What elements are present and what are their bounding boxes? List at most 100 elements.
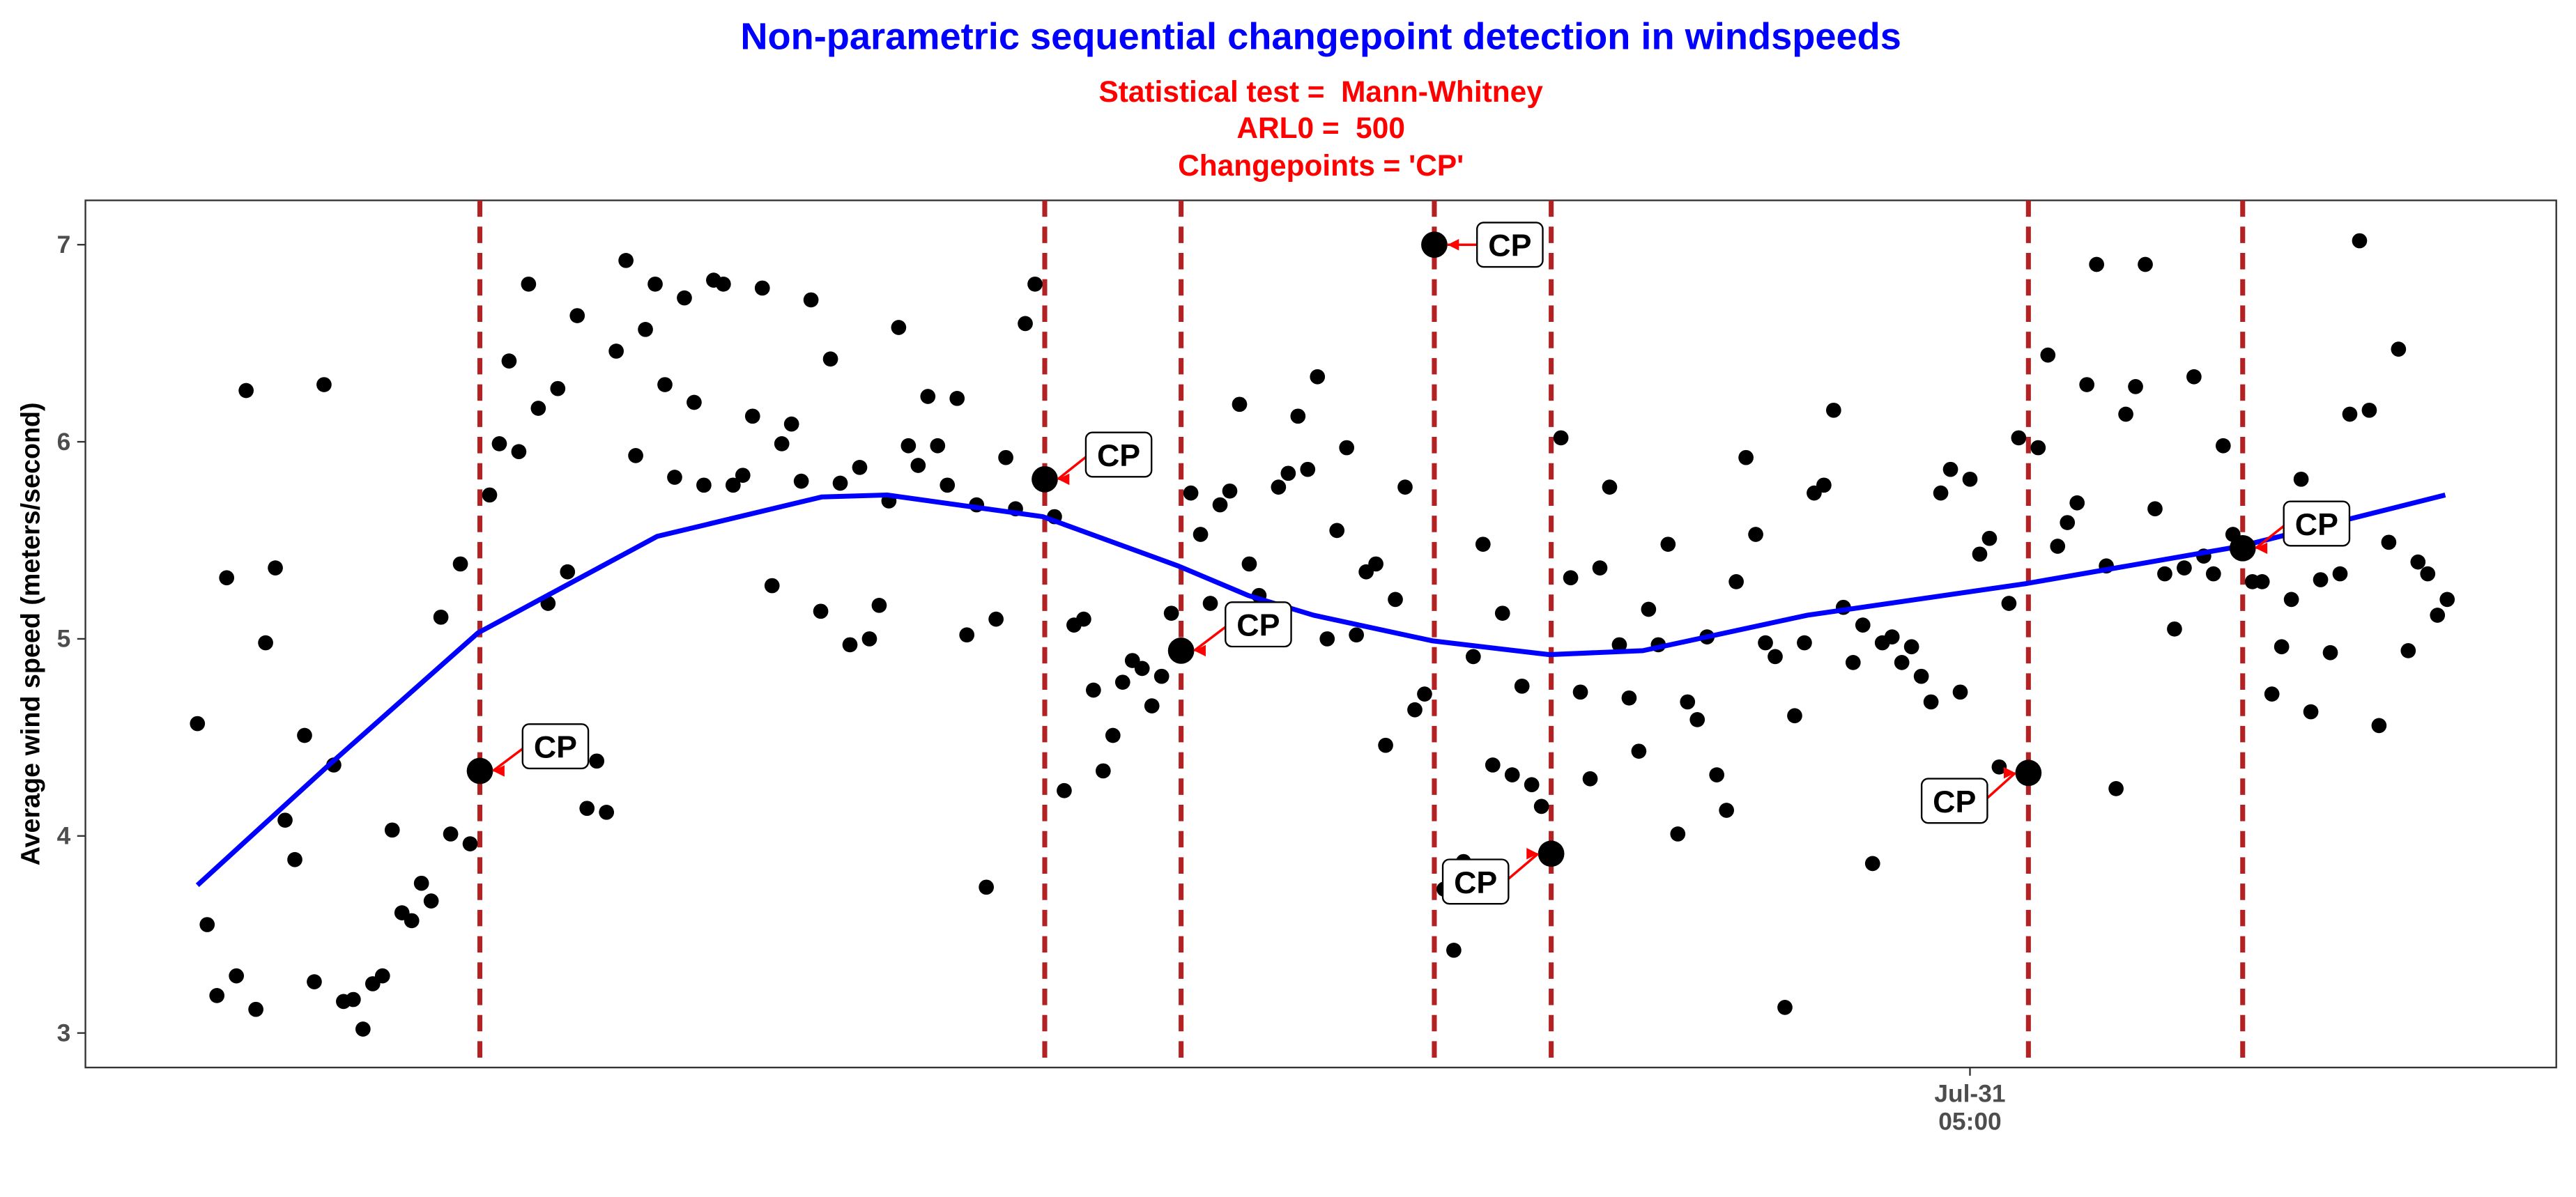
annotation-arrowhead [1057,473,1070,486]
data-point [2293,471,2309,487]
data-point [2060,515,2076,530]
data-point [1018,316,1033,332]
data-point [1738,449,1754,465]
annotation-label: CP [1236,608,1280,643]
data-point [307,974,322,989]
changepoint-point [466,757,493,785]
annotation-box [521,723,590,770]
data-point [316,377,332,392]
data-point [2283,592,2299,608]
data-point [1388,592,1403,608]
data-point [774,436,790,451]
data-point [910,458,926,473]
data-point [1446,943,1462,958]
data-point [1504,767,1520,782]
y-tick-label: 5 [57,626,71,653]
changepoint-point [1032,465,1058,493]
data-point [940,477,956,493]
data-point [1280,465,1296,481]
changepoint-point [2229,534,2256,562]
data-point [1962,471,1978,487]
data-point [1903,639,1919,655]
data-point [793,473,809,489]
data-point [1378,737,1393,753]
data-point [1670,826,1686,842]
annotation-arrow [1193,626,1227,652]
data-point [1095,763,1111,779]
data-point [764,578,780,594]
data-point [1212,497,1228,513]
data-point [813,603,829,619]
data-point [491,436,507,451]
data-point [2410,554,2426,570]
chart-title: Non-parametric sequential changepoint de… [740,16,1901,58]
data-point [1241,556,1257,572]
data-point [190,716,206,732]
data-point [1933,485,1949,501]
data-point [861,631,877,647]
data-point [1407,702,1423,718]
data-point [2108,781,2124,796]
data-point [803,292,819,308]
data-point [1134,661,1150,677]
data-point [1709,767,1725,782]
data-point [2186,369,2202,385]
data-point [1972,546,1988,562]
data-point [1981,530,1998,546]
data-point [2215,438,2231,454]
data-point [1689,712,1705,727]
data-point [413,875,429,891]
data-point [979,879,994,895]
data-point [2342,406,2358,422]
data-point [1816,477,1832,493]
data-point [1991,759,2007,775]
annotation-box [1225,601,1292,648]
data-point [1144,698,1160,713]
annotation-box [2283,500,2351,547]
annotation-box [1441,858,1510,905]
annotation-arrowhead [1526,847,1538,860]
data-point [2352,233,2368,249]
data-point [1271,479,1287,495]
data-point [1105,727,1121,743]
data-point [1621,690,1637,706]
data-point [667,470,682,485]
annotation-label: CP [1488,229,1531,263]
data-point [618,253,634,268]
data-point [560,564,576,580]
data-point [783,416,799,432]
data-point [1514,678,1530,694]
data-point [346,991,361,1007]
subtitle-line: ARL0 = 500 [1236,111,1405,144]
data-point [608,343,624,359]
data-point [2050,539,2066,554]
data-point [2069,495,2085,511]
data-point [1485,757,1501,773]
data-point [1631,743,1647,759]
data-point [1076,611,1091,627]
data-point [258,635,273,651]
subtitle-line: Changepoints = 'CP' [1178,149,1464,182]
data-point [1494,605,1510,621]
data-point [716,276,731,292]
data-point [1524,777,1540,793]
data-point [355,1021,371,1037]
data-point [248,1001,263,1017]
data-point [1602,479,1618,495]
data-point [988,611,1004,627]
data-point [1748,527,1763,542]
data-point [2391,341,2407,357]
x-tick-label: Jul-31 05:00 [1934,1081,2006,1137]
data-point [2118,406,2133,422]
data-point [1728,574,1744,589]
data-point [832,475,848,491]
data-point [2332,566,2348,582]
data-point [1349,627,1364,643]
y-tick-label: 3 [57,1019,71,1047]
data-point [959,627,975,643]
data-point [2138,256,2153,272]
data-point [822,351,838,367]
data-point [725,477,741,493]
data-point [949,391,965,406]
annotation-arrowhead [2255,542,2268,555]
